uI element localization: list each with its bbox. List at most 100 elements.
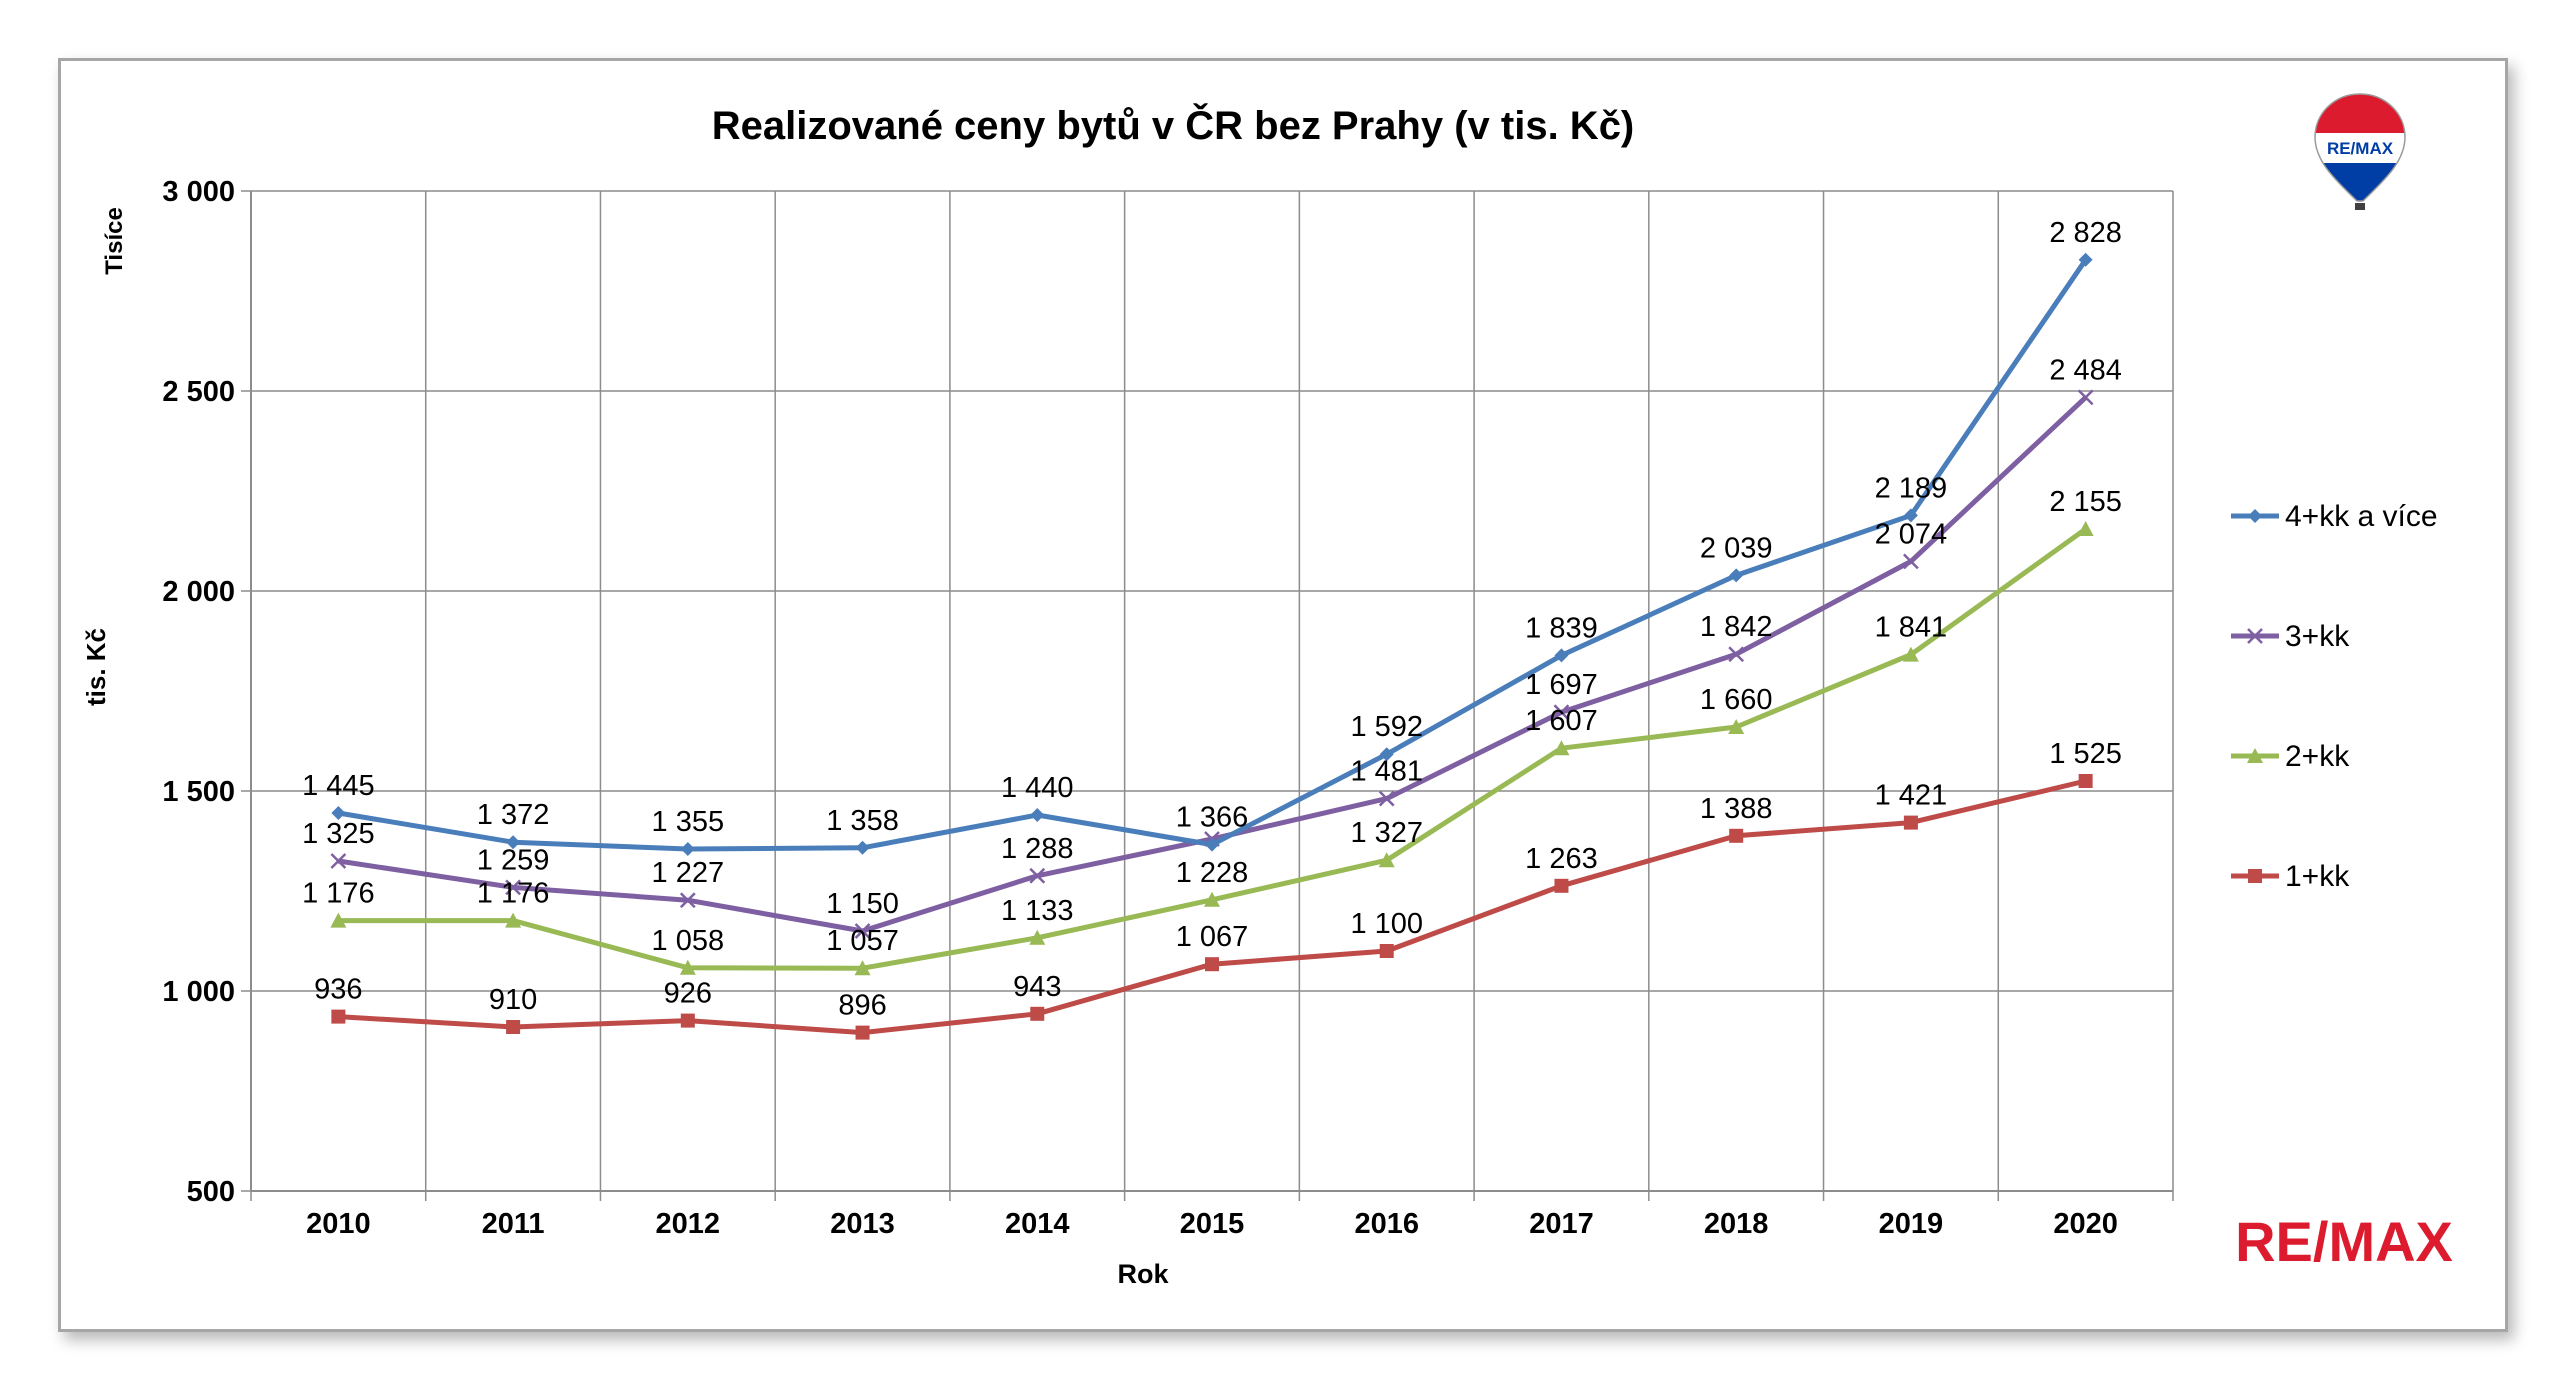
legend-item: 4+kk a více <box>2231 500 2438 533</box>
data-point <box>330 912 347 928</box>
x-tick-label: 2014 <box>1005 1208 1070 1240</box>
remax-balloon-logo: RE/MAX <box>2314 93 2406 210</box>
x-tick-label: 2017 <box>1529 1208 1594 1240</box>
data-point <box>2247 748 2263 763</box>
data-label: 1 133 <box>1001 895 1074 927</box>
data-label: 1 660 <box>1700 684 1773 716</box>
data-point <box>680 1013 695 1028</box>
data-label: 1 150 <box>826 888 899 920</box>
chart-frame: Realizované ceny bytů v ČR bez Prahy (v … <box>58 58 2508 1332</box>
legend-item: 1+kk <box>2231 860 2350 893</box>
data-point <box>1728 646 1745 663</box>
data-point <box>1729 828 1744 843</box>
data-label: 1 842 <box>1700 611 1773 643</box>
chart: Realizované ceny bytů v ČR bez Prahy (v … <box>81 93 2453 1289</box>
data-point <box>2078 252 2093 267</box>
data-point <box>1205 957 1219 972</box>
x-tick-label: 2010 <box>306 1208 371 1240</box>
remax-wordmark: RE/MAX <box>2235 1210 2453 1273</box>
series-4 <box>331 774 2093 1040</box>
data-label: 1 227 <box>652 857 725 889</box>
data-point <box>2248 509 2262 523</box>
data-label: 943 <box>1013 971 1061 1003</box>
data-label: 2 828 <box>2049 217 2122 249</box>
data-label: 896 <box>838 990 886 1022</box>
data-point <box>1729 568 1744 583</box>
data-label: 1 697 <box>1525 669 1598 701</box>
legend-label: 4+kk a více <box>2285 500 2438 533</box>
data-point <box>2077 389 2094 406</box>
data-label: 936 <box>314 974 362 1006</box>
data-point <box>854 923 871 939</box>
data-point <box>855 840 870 855</box>
y-tick-label: 1 500 <box>162 776 235 808</box>
balloon-logo-text: RE/MAX <box>2327 139 2394 158</box>
series-layer <box>330 252 2094 1040</box>
data-label: 1 421 <box>1875 780 1948 812</box>
data-label: 1 841 <box>1875 612 1948 644</box>
data-label: 926 <box>664 978 712 1010</box>
y-tick-label: 3 000 <box>162 176 235 208</box>
legend-label: 2+kk <box>2285 740 2350 773</box>
data-label: 2 039 <box>1700 532 1773 564</box>
data-point <box>1553 740 1570 756</box>
x-tick-label: 2018 <box>1704 1208 1769 1240</box>
x-tick-label: 2020 <box>2053 1208 2118 1240</box>
data-point <box>331 806 346 820</box>
legend-label: 3+kk <box>2285 620 2350 653</box>
data-labels: 1 445 1 372 1 355 1 358 1 440 1 366 1 592 1 839… <box>302 217 2122 1022</box>
data-point <box>1903 508 1918 523</box>
data-label: 1 176 <box>302 878 375 910</box>
data-label: 1 067 <box>1176 921 1249 953</box>
y-tick-label: 2 500 <box>162 376 235 408</box>
data-point <box>2077 521 2094 536</box>
data-point <box>1029 867 1046 884</box>
data-label: 1 176 <box>477 878 550 910</box>
data-point <box>680 842 695 856</box>
data-label: 1 372 <box>477 799 550 831</box>
data-label: 1 445 <box>302 770 375 802</box>
plot-grid <box>250 190 2174 1192</box>
data-point <box>1029 929 1046 945</box>
data-point <box>1379 944 1394 958</box>
data-point <box>1554 648 1569 663</box>
data-label: 1 440 <box>1001 772 1074 804</box>
y-axis-label: tis. Kč <box>81 628 111 706</box>
data-label: 1 100 <box>1350 908 1423 940</box>
data-point <box>1030 1006 1045 1021</box>
y-tick-label: 1 000 <box>162 976 235 1008</box>
data-label: 1 355 <box>652 806 725 838</box>
data-point <box>506 835 521 850</box>
data-point <box>2247 628 2263 644</box>
data-point <box>1554 878 1569 893</box>
data-label: 1 057 <box>826 925 899 957</box>
data-label: 1 592 <box>1350 711 1423 743</box>
data-label: 1 525 <box>2049 738 2122 770</box>
data-point <box>1378 852 1395 868</box>
x-tick-label: 2019 <box>1879 1208 1944 1240</box>
data-point <box>679 892 696 909</box>
data-point <box>855 1025 870 1040</box>
y-unit-label: Tisíce <box>101 207 128 275</box>
legend-item: 3+kk <box>2231 620 2350 653</box>
data-label: 2 155 <box>2049 486 2122 518</box>
series-1 <box>331 252 2093 856</box>
data-point <box>1378 790 1395 807</box>
legend: 4+kk a více 3+kk 2+kk 1+kk <box>2231 500 2438 893</box>
data-label: 1 481 <box>1350 756 1423 788</box>
data-point <box>505 912 522 928</box>
data-label: 2 189 <box>1875 472 1948 504</box>
data-label: 1 228 <box>1176 857 1249 889</box>
chart-title: Realizované ceny bytů v ČR bez Prahy (v … <box>712 102 1635 148</box>
x-tick-label: 2016 <box>1354 1208 1419 1240</box>
y-tick-label: 500 <box>187 1176 235 1208</box>
legend-label: 1+kk <box>2285 860 2350 893</box>
data-point <box>1903 553 1919 570</box>
data-point <box>2078 774 2093 788</box>
data-label: 1 325 <box>302 818 375 850</box>
data-label: 1 327 <box>1350 817 1423 849</box>
data-point <box>1379 747 1394 762</box>
data-label: 1 839 <box>1525 612 1598 644</box>
x-tick-label: 2013 <box>830 1208 895 1240</box>
data-point <box>330 853 347 869</box>
